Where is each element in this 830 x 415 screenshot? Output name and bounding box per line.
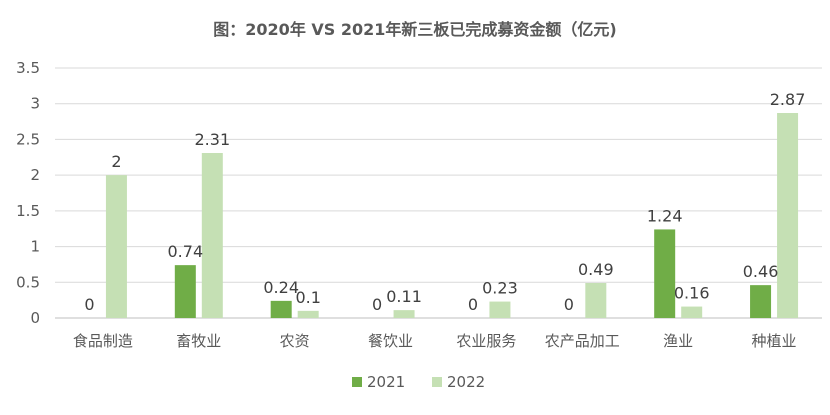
data-label-2022-5: 0.49 — [578, 260, 614, 279]
data-label-2021-2: 0.24 — [263, 278, 299, 297]
y-tick-label: 3.5 — [16, 59, 40, 77]
data-label-2021-3: 0 — [372, 295, 382, 314]
legend: 2021 2022 — [352, 373, 485, 391]
bar-2022-0 — [105, 175, 127, 318]
x-tick-label: 农资 — [280, 332, 310, 350]
data-label-2021-1: 0.74 — [168, 242, 204, 261]
y-tick-label: 1.5 — [16, 202, 40, 220]
bar-2021-7 — [750, 285, 772, 318]
y-tick-label: 3 — [30, 95, 40, 113]
x-tick-label: 渔业 — [663, 332, 693, 350]
y-tick-label: 2 — [30, 166, 40, 184]
bar-2022-7 — [777, 113, 799, 318]
data-label-2022-0: 2 — [111, 152, 121, 171]
data-labels: 020.742.310.240.1 0 0.11 00.2300.491.240.16… — [84, 90, 805, 314]
x-tick-label: 畜牧业 — [176, 332, 221, 350]
bar-2022-2 — [297, 310, 319, 318]
gridlines — [55, 67, 822, 319]
x-tick-label: 种植业 — [752, 332, 797, 350]
legend-label-2022: 2022 — [447, 373, 485, 391]
x-tick-label: 餐饮业 — [368, 332, 413, 350]
data-label-2022-6: 0.16 — [674, 284, 710, 303]
bar-2022-1 — [201, 153, 223, 318]
legend-swatch-2021 — [352, 377, 362, 387]
y-axis-ticks: 0 0.5 1 1.5 2 2.5 3 3.5 — [16, 59, 40, 327]
x-axis-labels: 食品制造 畜牧业 农资 餐饮业 农业服务 农产品加工 渔业 种植业 — [73, 332, 797, 350]
x-tick-label: 农产品加工 — [545, 332, 620, 350]
bar-2021-6 — [654, 229, 676, 318]
data-label-2021-4: 0 — [468, 295, 478, 314]
legend-swatch-2022 — [432, 377, 442, 387]
bar-2022-5 — [585, 283, 607, 318]
y-tick-label: 2.5 — [16, 130, 40, 148]
bar-2022-6 — [681, 306, 703, 318]
bar-2021-1 — [174, 265, 196, 318]
bar-2022-3 — [393, 310, 415, 318]
bar-2021-2 — [270, 300, 292, 318]
data-label-2021-5: 0 — [564, 295, 574, 314]
bars — [105, 113, 799, 318]
y-tick-label: 0 — [30, 309, 40, 327]
x-tick-label: 农业服务 — [456, 332, 516, 350]
data-label-2021-0: 0 — [84, 295, 94, 314]
data-label-2022-1: 2.31 — [195, 130, 231, 149]
data-label-2021-7: 0.46 — [743, 262, 779, 281]
data-label-2022-7: 2.87 — [770, 90, 806, 109]
y-tick-label: 1 — [30, 238, 40, 256]
chart-title: 图：2020年 VS 2021年新三板已完成募资金额（亿元) — [213, 20, 616, 39]
x-tick-label: 食品制造 — [73, 332, 133, 350]
bar-2022-4 — [489, 301, 511, 318]
data-label-2021-6: 1.24 — [647, 206, 683, 225]
y-tick-label: 0.5 — [16, 273, 40, 291]
data-label-2022-2: 0.1 — [295, 288, 320, 307]
legend-label-2021: 2021 — [367, 373, 405, 391]
data-label-2022-3: 0.11 — [386, 287, 422, 306]
data-label-2022-4: 0.23 — [482, 279, 518, 298]
